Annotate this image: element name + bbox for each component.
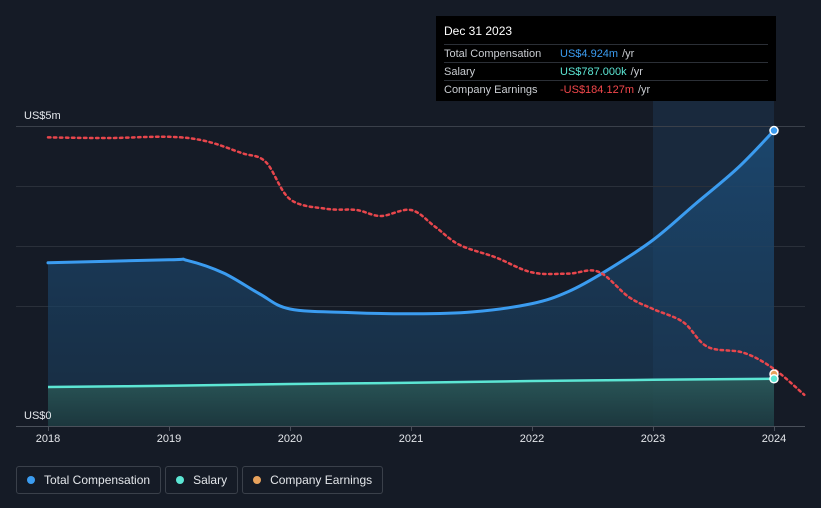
tooltip-label: Salary [444,65,476,78]
x-tick-label: 2024 [762,433,786,445]
company-earnings-line [46,135,806,397]
legend-label: Company Earnings [270,473,373,487]
legend-label: Total Compensation [44,473,151,487]
x-tick-label: 2019 [157,433,181,445]
legend-dot-icon [176,476,185,484]
total-compensation-area [48,130,774,426]
tooltip-row-salary: Salary US$787.000k /yr [444,62,768,80]
chart-legend: Total Compensation Salary Company Earnin… [16,466,384,494]
x-tick-label: 2023 [641,433,665,445]
total-compensation-marker[interactable] [769,125,779,136]
legend-salary[interactable]: Salary [165,466,239,494]
tooltip-date: Dec 31 2023 [444,24,513,38]
x-tick-label: 2020 [278,433,302,445]
legend-total-compensation[interactable]: Total Compensation [16,466,162,494]
tooltip-unit: /yr [622,47,635,60]
legend-dot-icon [27,476,35,484]
y-axis-zero-label: US$0 [24,410,52,422]
salary-area [48,378,774,426]
x-tick-label: 2022 [520,433,544,445]
salary-marker[interactable] [769,374,779,384]
x-tick-label: 2021 [399,433,423,445]
y-axis-max-label: US$5m [24,110,61,122]
total-compensation-line [46,129,776,316]
x-tick-label: 2018 [36,433,60,445]
data-tooltip: Dec 31 2023 Total Compensation US$4.924m… [436,16,776,101]
tooltip-label: Total Compensation [444,47,542,60]
salary-line [47,377,775,389]
legend-company-earnings[interactable]: Company Earnings [242,466,384,494]
tooltip-label: Company Earnings [444,83,538,96]
tooltip-row-company-earnings: Company Earnings -US$184.127m /yr [444,80,768,98]
tooltip-value: US$787.000k [560,65,627,78]
tooltip-unit: /yr [630,65,643,78]
legend-label: Salary [193,473,228,487]
tooltip-row-total-compensation: Total Compensation US$4.924m /yr [444,44,768,62]
tooltip-value: -US$184.127m [560,83,634,96]
tooltip-unit: /yr [638,83,651,96]
legend-dot-icon [253,476,262,484]
tooltip-value: US$4.924m [560,47,619,60]
